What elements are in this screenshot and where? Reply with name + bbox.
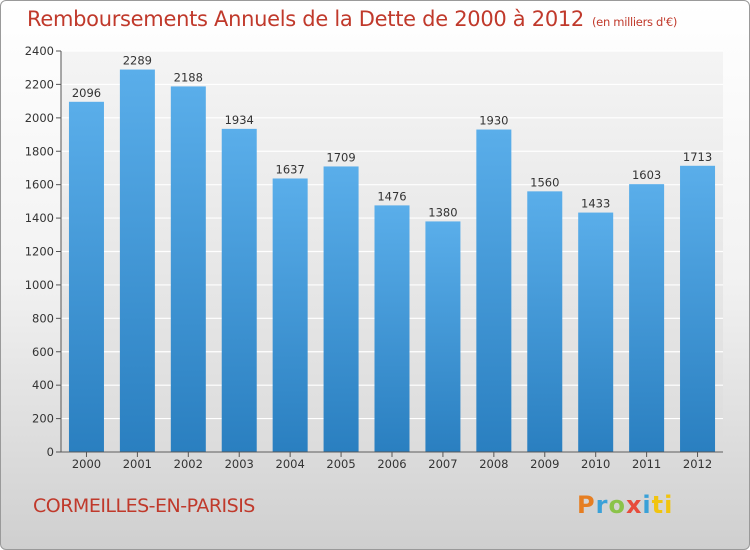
y-tick-label: 600: [32, 345, 54, 359]
logo-letter: i: [642, 491, 652, 519]
commune-name: CORMEILLES-EN-PARISIS: [33, 495, 255, 517]
y-tick-label: 2400: [25, 44, 54, 58]
logo-letter: o: [608, 491, 626, 519]
x-tick-label: 2005: [326, 457, 355, 471]
x-tick-label: 2003: [225, 457, 254, 471]
y-tick-label: 1600: [25, 178, 54, 192]
x-tick-label: 2012: [683, 457, 712, 471]
bar: [629, 184, 665, 453]
x-tick-label: 2004: [276, 457, 305, 471]
x-tick-label: 2009: [530, 457, 559, 471]
y-tick-label: 200: [32, 412, 54, 426]
bar: [68, 101, 104, 452]
x-tick-label: 2002: [174, 457, 203, 471]
y-tick-label: 1800: [25, 144, 54, 158]
y-tick-label: 0: [47, 445, 54, 459]
bar: [680, 165, 716, 452]
bar-value-label: 1713: [683, 150, 712, 164]
bar-value-label: 1709: [326, 150, 355, 164]
chart-title-text: Remboursements Annuels de la Dette de 20…: [27, 7, 584, 31]
x-tick-label: 2010: [581, 457, 610, 471]
bar-value-label: 1476: [377, 189, 406, 203]
chart-title: Remboursements Annuels de la Dette de 20…: [27, 7, 677, 31]
y-tick-label: 1200: [25, 245, 54, 259]
y-tick-label: 400: [32, 378, 54, 392]
x-tick-label: 2007: [428, 457, 457, 471]
x-tick-label: 2001: [123, 457, 152, 471]
bar-value-label: 1433: [581, 197, 610, 211]
x-tick-label: 2008: [479, 457, 508, 471]
bar: [221, 128, 257, 452]
x-tick-label: 2011: [632, 457, 661, 471]
bar-value-label: 1603: [632, 168, 661, 182]
y-tick-label: 2000: [25, 111, 54, 125]
bar: [527, 191, 563, 452]
bar: [476, 129, 512, 452]
bar-value-label: 1637: [276, 162, 305, 176]
bar-value-label: 2188: [174, 70, 203, 84]
y-tick-label: 1400: [25, 211, 54, 225]
x-tick-label: 2006: [377, 457, 406, 471]
bar-value-label: 2096: [72, 86, 101, 100]
bar: [578, 212, 614, 452]
bar-value-label: 1934: [225, 113, 254, 127]
y-tick-label: 1000: [25, 278, 54, 292]
x-tick-label: 2000: [72, 457, 101, 471]
logo-letter: x: [625, 491, 643, 519]
bar-value-label: 1930: [479, 114, 508, 128]
y-tick-label: 2200: [25, 77, 54, 91]
bar: [272, 178, 308, 452]
bar-value-label: 1560: [530, 175, 559, 189]
logo-letter: P: [577, 491, 596, 519]
proxiti-logo: Proxiti: [577, 491, 673, 519]
bar-value-label: 1380: [428, 205, 457, 219]
y-tick-label: 800: [32, 311, 54, 325]
bar-chart: 0 200 400 600 800 1000 1200 1400 1600 1800 2000 220…: [25, 44, 723, 471]
bar: [170, 86, 206, 453]
logo-letter: ti: [651, 491, 674, 519]
bar: [374, 205, 410, 452]
bar: [119, 69, 155, 452]
logo-letter: r: [595, 491, 609, 519]
chart-unit: (en milliers d'€): [592, 15, 678, 29]
bar-value-label: 2289: [123, 54, 152, 68]
bar: [425, 221, 461, 452]
bar: [323, 166, 359, 452]
